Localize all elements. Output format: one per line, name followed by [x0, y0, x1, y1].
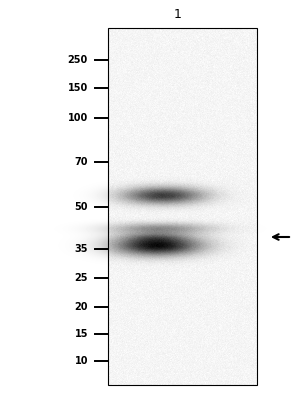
Text: 35: 35 [74, 244, 88, 254]
Text: 20: 20 [74, 302, 88, 312]
Text: 100: 100 [68, 113, 88, 123]
Text: 70: 70 [74, 157, 88, 167]
Bar [108, 28, 257, 385]
Text: 25: 25 [74, 273, 88, 283]
Text: 15: 15 [74, 329, 88, 339]
Text: 1: 1 [174, 8, 182, 20]
Text: 50: 50 [74, 202, 88, 212]
Text: 250: 250 [68, 55, 88, 65]
Text: 150: 150 [68, 83, 88, 93]
Text: 10: 10 [74, 356, 88, 366]
